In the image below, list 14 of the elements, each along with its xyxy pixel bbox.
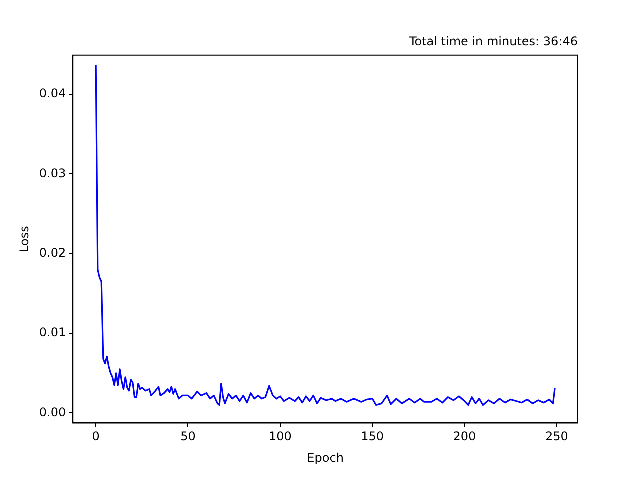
x-tick-label: 100: [268, 430, 292, 444]
y-tick-label: 0.01: [39, 326, 66, 340]
y-tick-label: 0.03: [39, 166, 66, 180]
x-axis-title: Epoch: [307, 450, 344, 465]
x-tick-label: 250: [545, 430, 568, 444]
y-axis-title: Loss: [17, 226, 32, 252]
x-tick-label: 50: [180, 430, 196, 444]
x-tick-label: 150: [361, 430, 384, 444]
chart-title: Total time in minutes: 36:46: [408, 34, 578, 48]
y-tick-label: 0.00: [39, 405, 66, 420]
x-tick-label: 200: [453, 430, 476, 444]
y-tick-label: 0.04: [39, 86, 66, 101]
x-tick-label: 0: [92, 430, 100, 444]
y-tick-label: 0.02: [39, 246, 66, 260]
